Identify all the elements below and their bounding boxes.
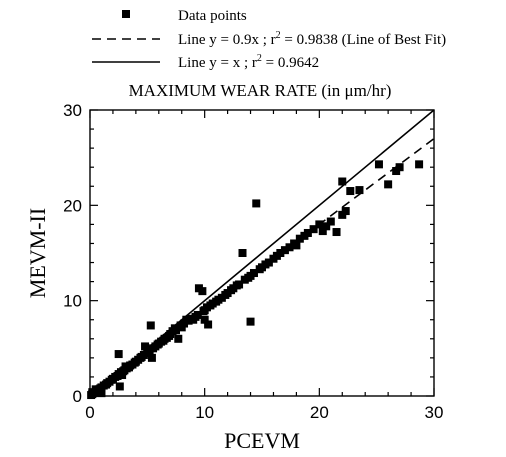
- data-point: [174, 334, 183, 343]
- data-point: [121, 362, 130, 371]
- data-point: [332, 228, 341, 237]
- axis-tick-labels: 0 10 20 30 0 10 20 30: [63, 101, 443, 422]
- chart-title: MAXIMUM WEAR RATE (in μm/hr): [129, 81, 392, 100]
- data-point: [415, 160, 424, 169]
- x-axis-label: PCEVM: [224, 428, 300, 453]
- data-point: [326, 217, 335, 226]
- data-point: [204, 320, 213, 329]
- data-point: [141, 342, 150, 351]
- x-tick-label: 0: [85, 403, 94, 422]
- data-point: [235, 280, 244, 289]
- legend-points-label: Data points: [178, 8, 247, 24]
- data-point: [193, 310, 202, 319]
- x-tick-label: 30: [425, 403, 444, 422]
- data-point: [309, 225, 318, 234]
- data-point: [252, 199, 261, 208]
- data-point: [292, 241, 301, 250]
- data-point: [384, 180, 393, 189]
- data-point: [146, 321, 155, 330]
- y-tick-label: 30: [63, 101, 82, 120]
- y-tick-label: 10: [63, 292, 82, 311]
- data-point: [118, 371, 127, 380]
- legend-identity-label: Line y = x ; r2 = 0.9642: [178, 53, 319, 71]
- data-point: [200, 315, 209, 324]
- data-point: [198, 287, 207, 296]
- data-point: [172, 326, 180, 335]
- data-point: [346, 187, 355, 196]
- data-point: [295, 234, 304, 243]
- data-point: [249, 269, 258, 278]
- legend-fit-superscript: 2: [276, 30, 281, 41]
- data-point: [318, 227, 327, 236]
- data-point: [322, 222, 331, 231]
- data-point: [338, 177, 347, 186]
- data-point: [114, 350, 123, 359]
- y-tick-label: 20: [63, 196, 82, 215]
- legend-points-marker: [122, 10, 130, 18]
- data-point: [115, 382, 124, 391]
- legend-fit-label: Line y = 0.9x ; r2 = 0.9838 (Line of Bes…: [178, 30, 446, 48]
- data-point: [285, 243, 294, 252]
- data-point: [374, 160, 383, 169]
- y-axis-label: MEVM-II: [25, 208, 50, 298]
- data-points: [87, 160, 424, 400]
- data-point: [355, 186, 364, 195]
- x-tick-label: 20: [310, 403, 329, 422]
- data-point: [264, 258, 273, 267]
- data-point: [276, 249, 285, 257]
- plot-frame: [89, 109, 435, 397]
- legend-identity-superscript: 2: [257, 53, 262, 64]
- data-point: [341, 207, 350, 216]
- data-point: [315, 220, 324, 229]
- legend: Data points Line y = 0.9x ; r2 = 0.9838 …: [92, 8, 446, 71]
- data-point: [280, 246, 289, 255]
- axis-ticks: [89, 109, 435, 397]
- data-point: [395, 163, 404, 172]
- x-tick-label: 10: [195, 403, 214, 422]
- data-point: [91, 385, 100, 394]
- data-point: [303, 228, 312, 237]
- data-point: [97, 389, 106, 398]
- y-tick-label: 0: [73, 387, 82, 406]
- data-point: [246, 317, 255, 326]
- data-point: [147, 353, 156, 362]
- data-point: [238, 249, 247, 257]
